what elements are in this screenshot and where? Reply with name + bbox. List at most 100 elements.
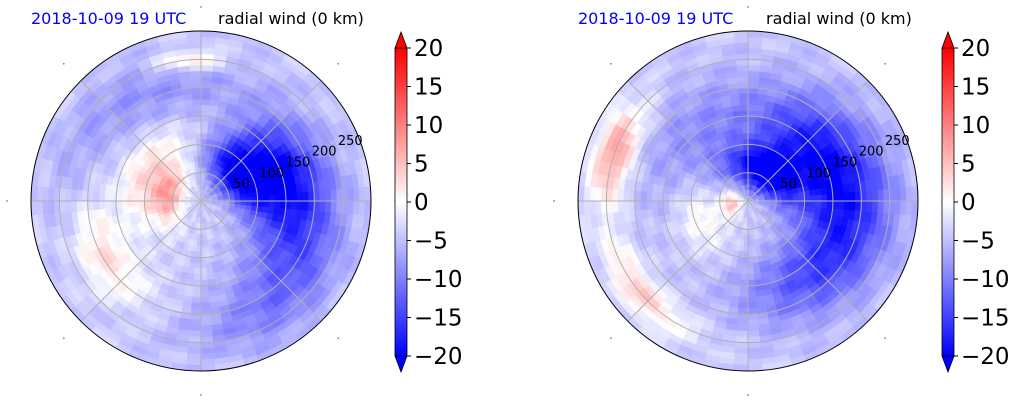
field-cell <box>741 132 749 140</box>
field-cell <box>679 188 687 196</box>
angular-tick-mark <box>747 394 749 396</box>
colorbar-tick-label: 15 <box>414 75 443 101</box>
field-cell <box>285 192 292 202</box>
field-cell <box>798 195 805 202</box>
field-cell <box>735 262 743 270</box>
field-cell <box>679 200 687 208</box>
field-cell <box>138 195 145 202</box>
field-cell <box>792 200 800 206</box>
field-cell <box>64 188 72 202</box>
field-cell <box>739 285 749 292</box>
field-cell <box>747 274 756 281</box>
field-cell <box>900 200 907 216</box>
radial-tick-label: 100 <box>259 166 284 181</box>
radial-tick-label: 250 <box>338 134 363 149</box>
field-cell <box>188 64 202 72</box>
field-cell <box>268 194 275 202</box>
field-cell <box>894 187 902 202</box>
field-cell <box>735 59 749 66</box>
field-cell <box>747 296 758 304</box>
colorbar-tick-label: −15 <box>414 306 463 332</box>
field-cell <box>640 191 647 202</box>
field-cell <box>696 191 704 198</box>
colorbar-extend-max <box>941 30 955 49</box>
colorbar-tick-label: 0 <box>961 190 976 216</box>
field-cell <box>192 291 202 298</box>
field-cell <box>104 200 111 210</box>
field-cell <box>747 70 760 78</box>
colorbar-tick-label: 10 <box>961 113 990 139</box>
field-cell <box>849 200 856 211</box>
field-cell <box>668 193 675 202</box>
field-cell <box>195 257 202 264</box>
colorbar-tick-label: 15 <box>961 75 990 101</box>
field-cell <box>691 195 698 202</box>
field-cell <box>200 36 216 44</box>
field-cell <box>200 161 205 168</box>
field-cell <box>737 87 749 95</box>
field-cell <box>353 186 360 202</box>
field-cell <box>742 138 749 145</box>
field-cell <box>200 296 211 304</box>
field-cell <box>200 104 210 111</box>
field-cell <box>200 87 212 95</box>
field-cell <box>291 192 298 202</box>
field-cell <box>188 59 202 66</box>
field-cell <box>191 302 202 309</box>
field-cell <box>651 200 658 210</box>
field-cell <box>747 279 756 287</box>
field-cell <box>138 200 145 207</box>
colorbar-tick-label: −20 <box>414 344 463 370</box>
field-cell <box>735 330 749 338</box>
field-cell <box>747 336 761 343</box>
field-cell <box>583 186 591 202</box>
field-cell <box>200 115 209 123</box>
field-cell <box>617 189 625 202</box>
field-cell <box>877 200 885 214</box>
field-cell <box>200 319 213 326</box>
field-cell <box>132 188 140 196</box>
field-cell <box>42 186 49 202</box>
colorbar-tick-label: 20 <box>414 36 443 62</box>
field-cell <box>708 197 715 202</box>
field-cell <box>854 190 862 202</box>
field-cell <box>747 262 755 270</box>
field-cell <box>634 200 642 212</box>
field-cell <box>200 268 208 275</box>
field-cell <box>64 200 72 214</box>
field-cell <box>324 189 332 202</box>
field-cell <box>747 47 762 55</box>
field-cell <box>200 257 207 264</box>
field-cell <box>279 200 287 209</box>
field-cell <box>268 200 275 208</box>
field-cell <box>747 64 761 72</box>
field-cell <box>302 191 309 202</box>
field-cell <box>733 36 749 44</box>
field-cell <box>200 149 206 157</box>
field-cell <box>187 347 202 355</box>
colorbar-tick-label: 5 <box>414 152 429 178</box>
field-cell <box>127 200 134 208</box>
field-cell <box>274 200 281 209</box>
colorbar-tick-label: 0 <box>414 190 429 216</box>
field-cell <box>200 42 216 49</box>
field-cell <box>871 189 879 202</box>
field-cell <box>747 353 763 360</box>
field-cell <box>47 200 55 215</box>
field-cell <box>192 104 202 111</box>
field-cell <box>685 200 692 207</box>
field-cell <box>617 200 625 213</box>
field-cell <box>741 268 749 275</box>
field-cell <box>645 191 653 202</box>
field-cell <box>187 47 202 55</box>
field-cell <box>319 200 326 213</box>
radial-tick-label: 150 <box>833 155 858 170</box>
field-cell <box>274 193 281 202</box>
field-cell <box>144 200 151 207</box>
field-cell <box>821 200 828 209</box>
field-cell <box>735 64 749 72</box>
field-cell <box>93 191 100 202</box>
field-cell <box>736 76 749 83</box>
field-cell <box>674 200 681 208</box>
field-cell <box>657 192 664 202</box>
